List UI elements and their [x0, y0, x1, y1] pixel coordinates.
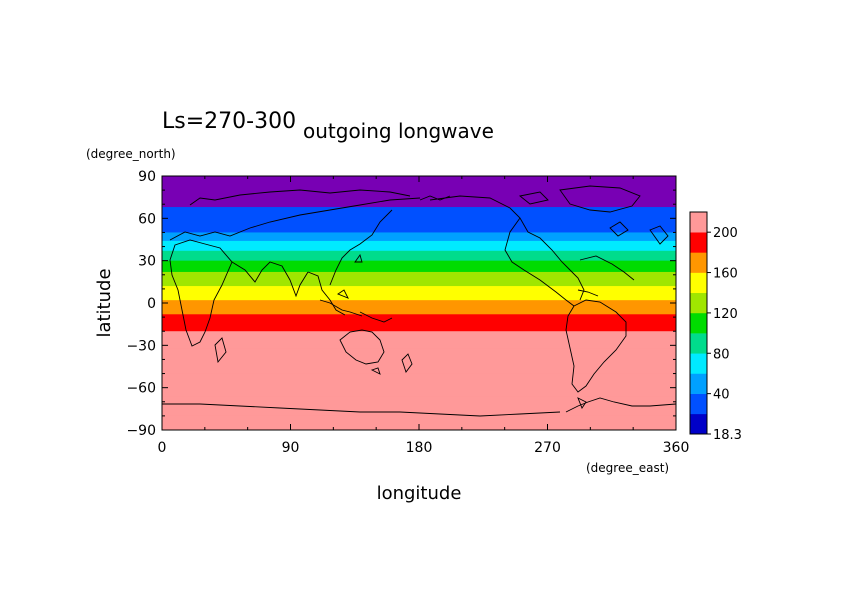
colorbar-label: 40 — [713, 388, 730, 403]
y-axis-label: latitude — [94, 268, 115, 337]
y-tick-label: 0 — [147, 296, 156, 312]
olr-band — [162, 271, 676, 287]
colorbar-segment — [690, 212, 707, 233]
olr-band — [162, 331, 676, 349]
olr-band — [162, 240, 676, 252]
olr-band — [162, 221, 676, 233]
colorbar: 200 160 120 80 40 18.3 — [689, 211, 742, 443]
y-tick-label: 60 — [138, 211, 156, 227]
olr-band — [162, 201, 676, 208]
olr-band — [162, 314, 676, 332]
x-tick-label: 270 — [534, 440, 561, 456]
olr-field — [162, 176, 676, 430]
colorbar-label: 120 — [713, 307, 738, 322]
x-axis-label: longitude — [377, 483, 462, 504]
colorbar-segment — [690, 272, 707, 294]
y-axis: 90 60 30 0 −30 −60 −90 — [126, 169, 676, 439]
x-tick-label: 180 — [406, 440, 433, 456]
colorbar-segment — [690, 393, 707, 415]
y-tick-label: −60 — [126, 381, 156, 397]
x-tick-label: 0 — [158, 440, 167, 456]
y-tick-label: 30 — [138, 254, 156, 270]
colorbar-segment — [690, 333, 707, 354]
olr-band — [162, 286, 676, 301]
colorbar-segment — [690, 232, 707, 253]
x-units-label: (degree_east) — [586, 461, 669, 475]
colorbar-segment — [690, 373, 707, 394]
colorbar-segment — [690, 252, 707, 273]
colorbar-segment — [690, 312, 707, 334]
olr-band — [162, 300, 676, 315]
coastline-overlay — [162, 185, 676, 417]
olr-band — [162, 348, 676, 375]
y-tick-label: −90 — [126, 423, 156, 439]
olr-band — [162, 404, 676, 417]
chart-subtitle: Ls=270-300 — [162, 109, 296, 134]
y-units-label: (degree_north) — [86, 147, 176, 161]
y-tick-label: 90 — [138, 169, 156, 185]
olr-band — [162, 396, 676, 406]
chart-title: outgoing longwave — [303, 119, 494, 143]
olr-band — [162, 260, 676, 273]
olr-band — [162, 250, 676, 262]
olr-band — [162, 207, 676, 222]
colorbar-label: 200 — [713, 226, 738, 241]
colorbar-segment — [690, 353, 707, 374]
colorbar-segment — [690, 292, 707, 314]
colorbar-label: 160 — [713, 267, 738, 282]
colorbar-label: 18.3 — [713, 428, 742, 443]
colorbar-frame — [689, 211, 708, 435]
olr-band — [162, 373, 676, 397]
x-tick-label: 90 — [282, 440, 300, 456]
olr-band — [162, 190, 676, 202]
colorbar-segment — [690, 413, 707, 435]
olr-band — [162, 232, 676, 242]
colorbar-label: 80 — [713, 347, 730, 362]
x-axis: 0 90 180 270 360 — [158, 176, 690, 456]
x-tick-label: 360 — [663, 440, 690, 456]
y-tick-label: −30 — [126, 338, 156, 354]
